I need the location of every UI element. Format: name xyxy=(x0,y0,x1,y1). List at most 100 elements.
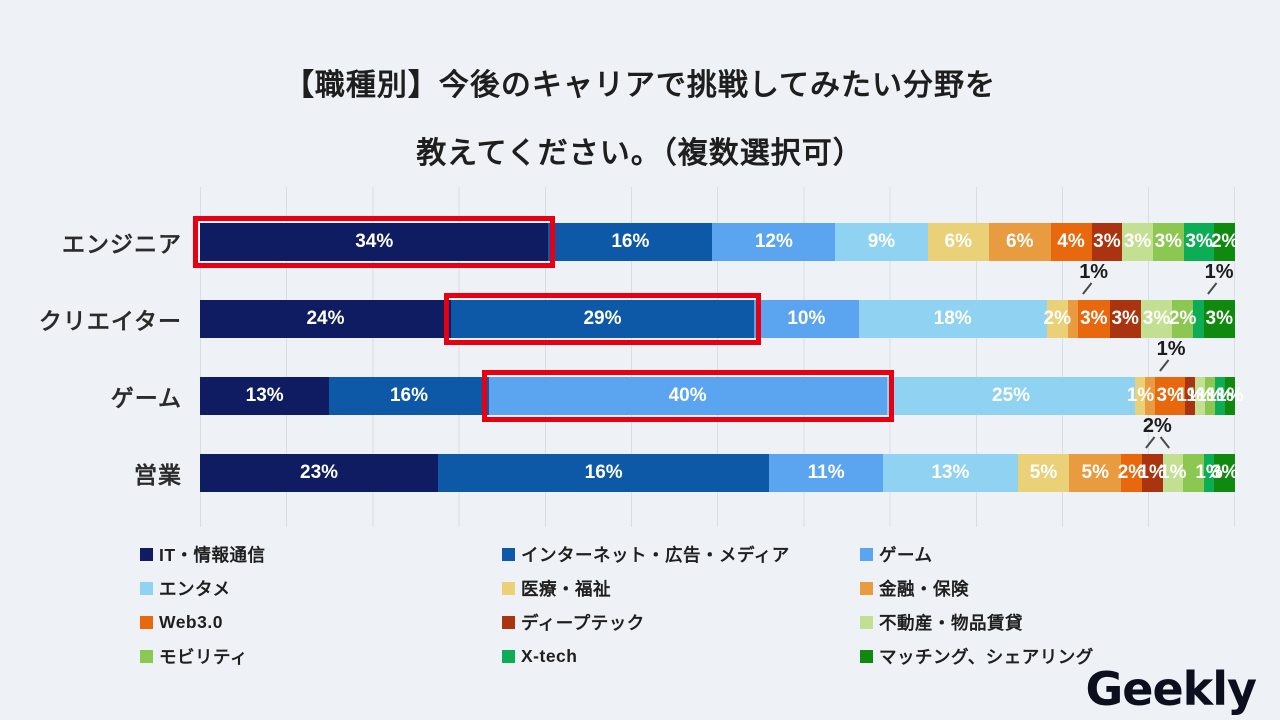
chart-title-line2: 教えてください。（複数選択可） xyxy=(416,137,864,170)
bar-segment: 11% xyxy=(769,453,884,492)
row-label: エンジニア xyxy=(62,230,182,257)
segment-value-label: 1% xyxy=(1206,384,1234,406)
legend-label: モビリティ xyxy=(159,646,248,667)
legend-label: ディープテック xyxy=(521,612,645,633)
segment-value-label: 3% xyxy=(1154,230,1183,252)
bar-segment: 1% xyxy=(1206,376,1234,415)
row-label: ゲーム xyxy=(110,384,182,411)
legend-swatch-icon xyxy=(140,615,153,629)
segment-value-label: 1% xyxy=(1195,461,1223,483)
segment-value-label: 1% xyxy=(1176,384,1204,406)
segment-value-label: 3% xyxy=(1123,230,1152,252)
bar-segment: 1% xyxy=(1195,453,1223,492)
bar-segment: 1% xyxy=(1127,376,1154,415)
bar-row: ゲーム 13% 16% 40% 25% 1% 1% 3% 1% 1% 1% 1% 1% xyxy=(0,339,1280,434)
bar-segment: 1% xyxy=(1216,376,1244,415)
segment-value-label: 6% xyxy=(944,230,973,252)
bar-segment: 1% xyxy=(1159,453,1187,492)
legend-item: 金融・保険 xyxy=(860,576,1280,601)
bar-segment: 5% xyxy=(1017,453,1070,492)
callout-leader-line xyxy=(1081,281,1092,295)
legend: IT・情報通信 インターネット・広告・メディア ゲーム エンタメ 医療・福祉 金融・保険 W… xyxy=(140,537,1280,673)
segment-value-label: 3% xyxy=(1142,307,1171,329)
segment-value-label: 18% xyxy=(933,307,972,329)
chart-title: 【職種別】今後のキャリアで挑戦してみたい分野を 教えてください。（複数選択可） xyxy=(0,0,1280,188)
bar-segment: 1% xyxy=(1186,376,1214,415)
bar-segment xyxy=(1183,453,1204,492)
segment-value-label: 2% xyxy=(1117,461,1146,483)
segment-value-label: 16% xyxy=(584,461,623,483)
segment-value-label: 1% xyxy=(1216,384,1244,406)
segment-value-label: 23% xyxy=(300,461,339,483)
bar-segment: 3% xyxy=(1152,222,1184,261)
bar-segment: 3% xyxy=(1155,376,1186,415)
bar-segment: 5% xyxy=(1069,453,1122,492)
segment-value-label: 34% xyxy=(355,230,394,252)
legend-label: 金融・保険 xyxy=(879,578,969,599)
callout-value-label: 1% xyxy=(1079,260,1109,283)
bar-segment: 1% xyxy=(1196,376,1224,415)
segment-value-label: 1% xyxy=(1159,461,1187,483)
segment-value-label: 6% xyxy=(1006,230,1034,252)
value-callout: 2% xyxy=(1143,416,1172,452)
callout-leader-line xyxy=(1145,435,1156,449)
bar-segment: 1% xyxy=(1138,453,1166,492)
segment-value-label: 1% xyxy=(1126,384,1155,406)
stacked-bar-chart: エンジニア 34% 16% 12% 9% 6% 6% 4% 3% 3% 3% 3% 2% クリエイター 24… xyxy=(0,187,1280,527)
bar-segment: 3% xyxy=(1140,299,1173,338)
legend-label: IT・情報通信 xyxy=(159,544,266,565)
segment-value-label: 4% xyxy=(1057,230,1085,252)
segment-value-label: 11% xyxy=(807,461,845,483)
segment-value-label: 13% xyxy=(245,384,284,406)
bar-segment: 40% xyxy=(481,369,894,422)
bar-segment: 29% xyxy=(443,292,762,345)
bar-segment: 3% xyxy=(1078,299,1110,338)
bar-rows: エンジニア 34% 16% 12% 9% 6% 6% 4% 3% 3% 3% 3% 2% クリエイター 24… xyxy=(0,203,1280,511)
bar-segment: 9% xyxy=(835,222,928,261)
callout-leader-line xyxy=(1159,358,1170,372)
legend-label: 医療・福祉 xyxy=(521,578,611,599)
legend-label: ゲーム xyxy=(879,544,933,565)
segment-value-label: 5% xyxy=(1029,461,1058,483)
legend-label: 不動産・物品賃貸 xyxy=(879,612,1023,633)
legend-item: X-tech xyxy=(502,646,860,667)
bar-segment: 2% xyxy=(1044,299,1071,338)
bar-segment: 13% xyxy=(200,376,330,415)
segment-value-label: 9% xyxy=(867,230,896,252)
bar-segment: 34% xyxy=(192,215,556,268)
legend-swatch-icon xyxy=(860,581,873,595)
legend-swatch-icon xyxy=(502,649,515,663)
segment-value-label: 12% xyxy=(754,230,793,252)
callout-value-label: 1% xyxy=(1204,260,1234,283)
bar-segment: 16% xyxy=(438,453,770,492)
segment-value-label: 3% xyxy=(1156,384,1184,406)
bar-segment xyxy=(1145,376,1156,415)
segment-value-label: 1% xyxy=(1196,384,1224,406)
bar-segment: 3% xyxy=(1091,222,1123,261)
bar-segment xyxy=(1067,299,1079,338)
bar: 23% 16% 11% 13% 5% 5% 2% 1% 1% 2% 1% 3% xyxy=(200,416,1238,492)
callout-value-label: 2% xyxy=(1142,414,1172,437)
bar-segment: 2% xyxy=(1211,222,1238,261)
bar-row: クリエイター 24% 29% 10% 18% 2% 1% 3% 3% 3% 2% 1% 3% xyxy=(0,262,1280,357)
legend-item: 不動産・物品賃貸 xyxy=(860,610,1280,635)
bar-segment: 1% xyxy=(1176,376,1204,415)
bar-segment: 10% xyxy=(754,299,859,338)
bar-segment: 6% xyxy=(989,222,1051,261)
bar-row: 営業 23% 16% 11% 13% 5% 5% 2% 1% 1% 2% 1% 3% xyxy=(0,416,1280,511)
callout-value-label: 1% xyxy=(1156,337,1186,360)
bar-segment: 13% xyxy=(883,453,1018,492)
legend-swatch-icon xyxy=(860,547,873,561)
legend-swatch-icon xyxy=(860,615,873,629)
segment-value-label: 2% xyxy=(1210,230,1239,252)
segment-value-label: 16% xyxy=(389,384,428,406)
legend-swatch-icon xyxy=(140,649,153,663)
segment-value-label: 5% xyxy=(1081,461,1109,483)
legend-swatch-icon xyxy=(860,649,873,663)
bar-segment: 6% xyxy=(927,222,990,261)
legend-item: ゲーム xyxy=(860,542,1280,567)
bar-segment: 3% xyxy=(1211,453,1238,492)
segment-value-label: 24% xyxy=(306,307,345,329)
geekly-logo: Geekly xyxy=(1085,662,1257,716)
segment-value-label: 40% xyxy=(668,384,707,406)
